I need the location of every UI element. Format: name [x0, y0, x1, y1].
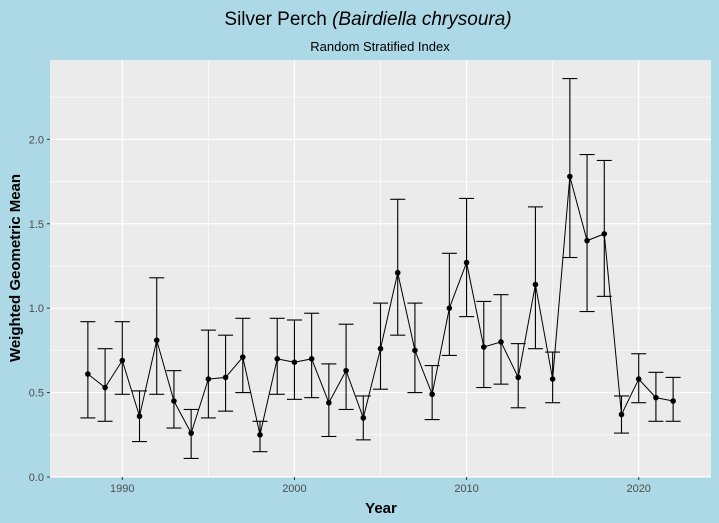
data-point: [326, 399, 332, 406]
y-tick-label: 1.0: [29, 303, 44, 315]
data-point: [360, 415, 367, 421]
data-point: [670, 398, 676, 404]
data-point: [291, 359, 298, 365]
y-tick-label: 0.0: [29, 472, 44, 484]
data-point: [446, 305, 453, 311]
data-point: [412, 347, 418, 354]
data-point: [584, 237, 590, 244]
y-tick-label: 0.5: [29, 388, 44, 400]
data-point: [239, 354, 246, 360]
data-point: [515, 374, 522, 381]
y-axis-label: Weighted Geometric Mean: [7, 174, 24, 362]
x-tick-label: 2010: [454, 483, 478, 495]
x-tick-label: 1990: [110, 483, 134, 495]
data-point: [480, 344, 487, 350]
data-point: [205, 376, 212, 382]
data-point: [171, 398, 177, 404]
chart-subtitle: Random Stratified Index: [310, 39, 450, 54]
data-point: [308, 356, 315, 362]
y-tick-label: 2.0: [29, 134, 44, 146]
x-axis-label: Year: [365, 500, 397, 517]
axes: 0.0 0.5 1.0 1.5 2.0 1990 2000 2010 2020: [29, 134, 651, 495]
data-point: [498, 339, 504, 345]
y-tick-label: 1.5: [29, 219, 44, 231]
data-point: [257, 431, 263, 438]
data-point: [635, 376, 642, 382]
data-point: [532, 281, 539, 288]
data-point: [549, 376, 556, 382]
data-point: [119, 357, 126, 364]
data-point: [618, 411, 625, 418]
data-point: [274, 356, 281, 362]
data-point: [343, 367, 349, 374]
data-point: [429, 391, 435, 398]
data-point: [567, 173, 573, 180]
data-point: [188, 430, 194, 436]
data-point: [463, 259, 470, 266]
data-point: [222, 374, 229, 381]
x-tick-label: 2000: [282, 483, 306, 495]
data-point: [653, 394, 659, 401]
data-point: [153, 337, 160, 344]
x-tick-label: 2020: [626, 483, 650, 495]
data-point: [136, 413, 143, 420]
series-marks: [80, 78, 681, 459]
data-point: [394, 269, 401, 276]
data-point: [377, 345, 384, 352]
chart-title: Silver Perch (Bairdiella chrysoura): [224, 9, 511, 30]
data-point: [102, 384, 108, 391]
data-point: [85, 371, 91, 377]
data-point: [601, 231, 608, 237]
